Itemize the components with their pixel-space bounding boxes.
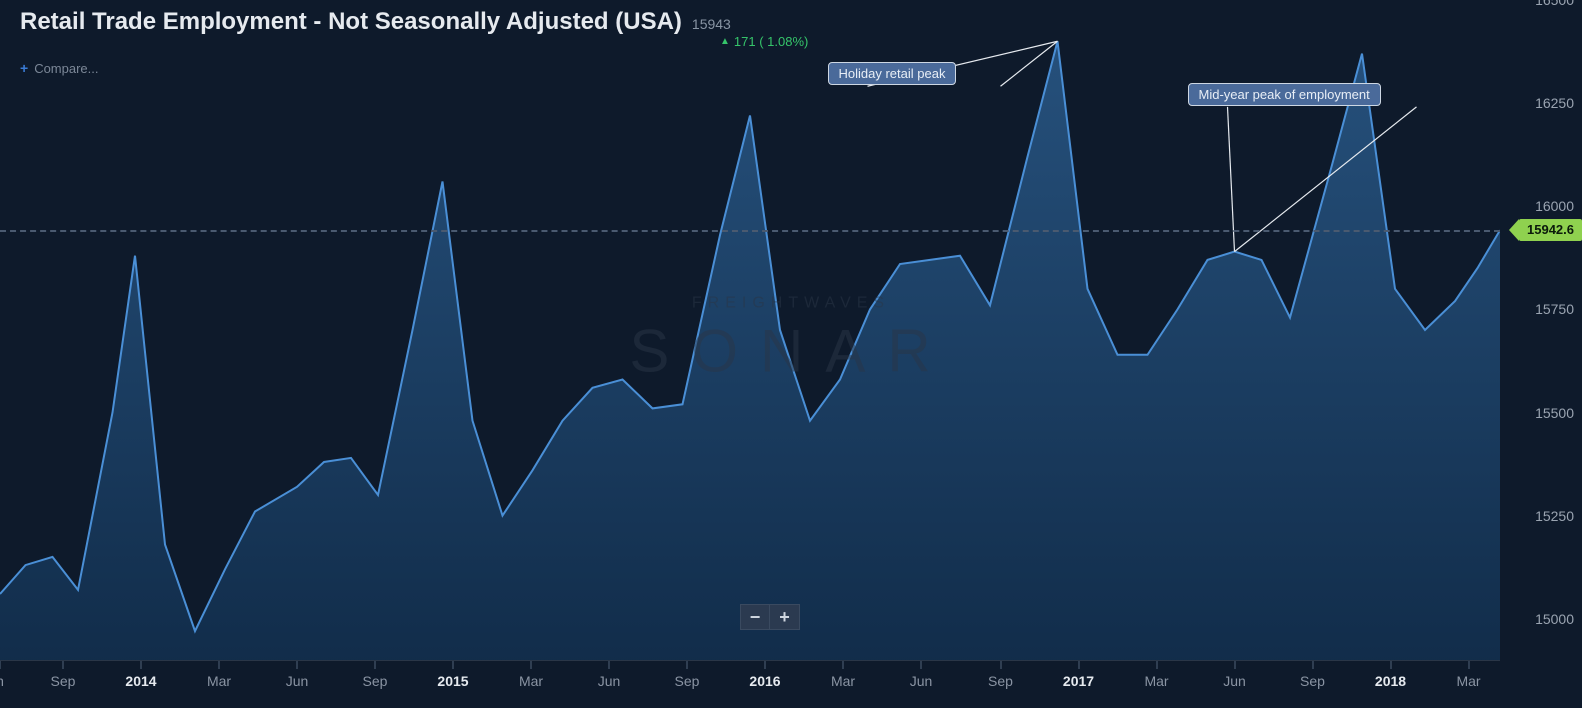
x-tick: Sep [363, 673, 388, 689]
zoom-out-button[interactable]: − [740, 604, 770, 630]
annotation[interactable]: Mid-year peak of employment [1188, 83, 1381, 106]
x-tick-line [375, 661, 376, 669]
y-tick: 16500 [1535, 0, 1574, 8]
x-tick-line [1468, 661, 1469, 669]
reference-line [0, 230, 1500, 232]
x-tick-line [1000, 661, 1001, 669]
y-axis: 15000 15250 15500 15750 16000 16250 16500 15942… [1500, 0, 1582, 660]
x-tick: Jun [286, 673, 309, 689]
y-tick: 16250 [1535, 95, 1574, 111]
x-tick-line [1234, 661, 1235, 669]
x-tick-line [1156, 661, 1157, 669]
x-tick-line [141, 661, 142, 669]
x-tick-line [1312, 661, 1313, 669]
zoom-in-button[interactable]: + [770, 604, 800, 630]
chart-title: Retail Trade Employment - Not Seasonally… [20, 8, 682, 36]
x-tick-major: 2018 [1375, 673, 1406, 689]
x-tick: Sep [675, 673, 700, 689]
x-tick-line [1390, 661, 1391, 669]
x-tick-major: 2017 [1063, 673, 1094, 689]
x-tick-line [687, 661, 688, 669]
x-tick: n [0, 673, 4, 689]
annotation[interactable]: Holiday retail peak [828, 62, 957, 85]
zoom-controls: − + [740, 604, 800, 630]
arrow-up-icon: ▲ [720, 36, 730, 47]
y-tick: 15250 [1535, 508, 1574, 524]
y-tick: 15500 [1535, 405, 1574, 421]
x-tick-line [63, 661, 64, 669]
annotation-bubble: Holiday retail peak [828, 62, 957, 85]
plus-icon: + [20, 60, 28, 76]
delta-row: ▲ 171 ( 1.08%) [720, 34, 808, 49]
x-tick: Jun [1223, 673, 1246, 689]
x-tick: Mar [1456, 673, 1480, 689]
x-tick-line [219, 661, 220, 669]
title-row: Retail Trade Employment - Not Seasonally… [20, 8, 731, 36]
annotation-bubble: Mid-year peak of employment [1188, 83, 1381, 106]
price-tag: 15942.6 [1519, 219, 1582, 241]
compare-button[interactable]: + Compare... [20, 60, 99, 76]
x-tick-line [1078, 661, 1079, 669]
x-tick-line [609, 661, 610, 669]
delta-value: 171 [734, 34, 756, 49]
x-tick-line [453, 661, 454, 669]
x-tick-major: 2015 [437, 673, 468, 689]
x-tick-line [843, 661, 844, 669]
x-tick-line [921, 661, 922, 669]
x-tick-line [765, 661, 766, 669]
y-tick: 15750 [1535, 301, 1574, 317]
x-tick: Mar [519, 673, 543, 689]
x-tick: Mar [1144, 673, 1168, 689]
x-tick: Jun [910, 673, 933, 689]
x-tick: Sep [51, 673, 76, 689]
x-tick-line [531, 661, 532, 669]
x-tick: Sep [1300, 673, 1325, 689]
delta-text: 171 ( 1.08%) [734, 34, 808, 49]
x-tick: Jun [598, 673, 621, 689]
x-tick-line [0, 661, 1, 669]
compare-label: Compare... [34, 61, 98, 76]
x-tick: Sep [988, 673, 1013, 689]
y-tick: 16000 [1535, 198, 1574, 214]
delta-pct: 1.08% [767, 34, 804, 49]
x-axis: n Sep 2014 Mar Jun Sep 2015 Mar Jun Sep 2016 Mar Jun… [0, 660, 1500, 708]
x-tick-line [297, 661, 298, 669]
x-tick: Mar [831, 673, 855, 689]
x-tick-major: 2016 [749, 673, 780, 689]
x-tick-major: 2014 [125, 673, 156, 689]
current-value: 15943 [692, 16, 731, 32]
y-tick: 15000 [1535, 611, 1574, 627]
x-tick: Mar [207, 673, 231, 689]
